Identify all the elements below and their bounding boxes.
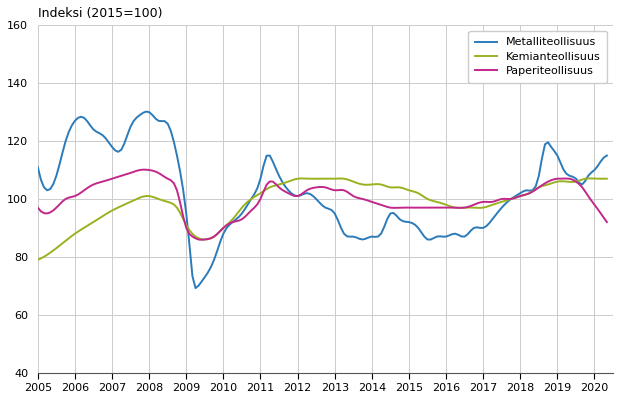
- Paperiteollisuus: [124, 172, 131, 176]
- Metalliteollisuus: [192, 286, 199, 290]
- Kemianteollisuus: [124, 201, 131, 206]
- Paperiteollisuus: [198, 237, 205, 242]
- Kemianteollisuus: [603, 176, 611, 181]
- Paperiteollisuus: [427, 205, 434, 210]
- Kemianteollisuus: [504, 198, 511, 202]
- Metalliteollisuus: [34, 165, 42, 170]
- Paperiteollisuus: [140, 167, 147, 172]
- Paperiteollisuus: [278, 188, 286, 192]
- Kemianteollisuus: [155, 196, 162, 201]
- Paperiteollisuus: [603, 220, 611, 224]
- Kemianteollisuus: [585, 176, 592, 181]
- Paperiteollisuus: [34, 205, 42, 210]
- Metalliteollisuus: [278, 179, 286, 184]
- Metalliteollisuus: [510, 194, 518, 199]
- Line: Kemianteollisuus: Kemianteollisuus: [38, 178, 607, 260]
- Kemianteollisuus: [34, 257, 42, 262]
- Legend: Metalliteollisuus, Kemianteollisuus, Paperiteollisuus: Metalliteollisuus, Kemianteollisuus, Pap…: [468, 31, 608, 83]
- Text: Indeksi (2015=100): Indeksi (2015=100): [38, 7, 162, 20]
- Line: Metalliteollisuus: Metalliteollisuus: [38, 112, 607, 288]
- Metalliteollisuus: [427, 237, 434, 242]
- Paperiteollisuus: [161, 174, 168, 179]
- Line: Paperiteollisuus: Paperiteollisuus: [38, 170, 607, 240]
- Metalliteollisuus: [124, 132, 131, 137]
- Paperiteollisuus: [510, 196, 518, 201]
- Metalliteollisuus: [161, 119, 168, 124]
- Kemianteollisuus: [272, 183, 280, 188]
- Metalliteollisuus: [603, 153, 611, 158]
- Metalliteollisuus: [143, 109, 150, 114]
- Kemianteollisuus: [157, 198, 165, 202]
- Kemianteollisuus: [421, 195, 428, 200]
- Paperiteollisuus: [157, 172, 165, 177]
- Metalliteollisuus: [157, 119, 165, 124]
